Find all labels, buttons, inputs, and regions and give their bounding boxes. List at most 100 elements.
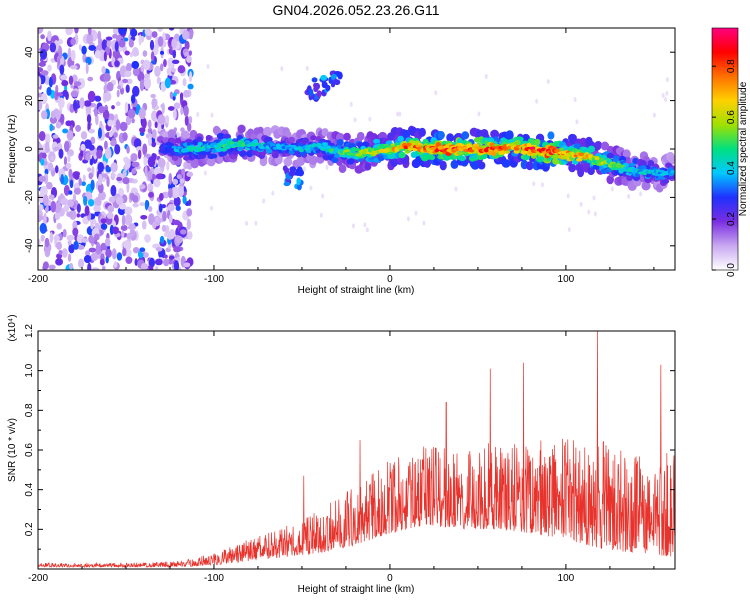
spectrogram-cell [43,212,47,225]
spectrogram-cell [104,140,108,150]
spectrogram-cell [439,160,447,171]
spectrogram-cell [102,177,106,183]
spectrogram-cell [554,153,560,159]
spectrogram-cell [437,145,444,151]
spectrogram-cell [38,175,47,182]
spectrogram-cell [152,221,157,229]
spectrogram-cell [159,50,165,55]
spectrogram-cell [414,210,418,216]
spectrogram-cell [183,262,191,268]
spectrogram-cell [72,227,79,237]
spectrogram-cell [118,28,126,36]
spectrogram-cell [72,99,78,111]
spectrogram-cell [154,121,158,129]
spectrogram-cell [205,134,212,141]
spectrogram-cell [167,106,175,111]
spectrogram-cell [150,51,155,62]
spectrogram-cell [67,253,72,262]
spectrogram-cell [180,130,190,139]
spectrogram-cell [171,38,178,49]
snr-y-tick-label: 1.2 [24,324,35,338]
spectrogram-cell [628,162,636,167]
spectrogram-cell [96,149,103,159]
colorbar-label: Normalized spectral amplitude [738,81,749,216]
spectrogram-feature [308,88,314,97]
spectrogram-cell [79,78,86,89]
spectrogram-cell [148,257,156,268]
spectrogram-image [38,28,675,270]
spectrogram-cell [151,110,158,122]
spectrogram-cell [182,195,187,205]
spectrogram-cell [203,170,207,176]
spectrogram-cell [88,247,97,253]
spectrogram-cell [526,142,532,148]
spectrogram-cell [499,150,506,155]
spectrogram-cell [94,240,98,245]
spectrogram-cell [98,173,103,186]
spectrogram-feature [316,90,322,98]
colorbar-tick-label: 0.0 [726,263,737,277]
spectrogram-cell [598,157,605,163]
spectrogram-cell [106,82,114,92]
spectrogram-cell [321,193,325,199]
colorbar-tick-label: 0.2 [726,212,737,226]
spectrogram-cell [70,49,76,62]
spectrogram-cell [140,263,149,270]
spectrogram-cell [88,128,95,134]
spectrogram-cell [112,28,119,35]
spectrogram-cell [38,92,42,98]
spectrogram-cell [104,147,112,160]
spectrogram-cell [98,105,106,114]
spectrogram-cell [353,117,357,123]
spectrogram-cell [50,155,55,161]
spectrogram-cell [58,249,63,255]
spectrogram-cell [38,61,46,67]
spectrogram-cell [157,36,164,47]
spectrogram-cell [168,214,173,224]
spectrogram-cell [119,121,128,132]
spectrogram-cell [111,248,117,260]
spectrogram-cell [308,155,318,165]
spectrogram-cell [105,248,112,258]
spectrogram-cell [640,165,647,170]
spectrogram-y-tick-label: -20 [24,190,35,205]
spectrogram-cell [87,76,94,82]
spectrogram-cell [66,234,75,241]
spectrogram-cell [139,201,145,207]
snr-x-tick-label: 0 [387,573,393,584]
spectrogram-cell [61,248,68,258]
colorbar-tick-label: 0.6 [726,110,737,124]
spectrogram-cell [157,123,162,132]
spectrogram-cell [104,237,111,247]
spectrogram-cell [668,156,675,165]
spectrogram-cell [118,203,127,210]
colorbar-axes: 0.0 0.2 0.4 0.6 0.8 [712,59,737,277]
spectrogram-cell [142,143,148,156]
spectrogram-cell [325,164,329,170]
spectrogram-cell [59,64,65,75]
spectrogram-cell [54,165,59,174]
spectrogram-cell [38,204,44,211]
spectrogram-cell [124,248,132,257]
spectrogram-cell [59,113,65,123]
spectrogram-cell [422,138,429,145]
spectrogram-cell [154,65,161,78]
spectrogram-cell [97,162,105,173]
spectrogram-cell [47,64,52,72]
spectrogram-cell [319,212,323,218]
spectrogram-cell [152,129,157,139]
spectrogram-cell [87,90,96,103]
spectrogram-cell [66,130,74,141]
spectrogram-cell [188,199,192,206]
spectrogram-cell [113,132,118,138]
spectrogram-feature [289,166,297,173]
spectrogram-cell [107,119,114,127]
spectrogram-cell [129,177,134,183]
spectrogram-cell [144,199,149,211]
spectrogram-cell [78,258,85,269]
spectrogram-cell [124,206,133,215]
spectrogram-cell [55,92,64,97]
spectrogram-cell [183,89,190,98]
spectrogram-cell [477,111,481,117]
snr-x-tick-label: -100 [204,573,224,584]
